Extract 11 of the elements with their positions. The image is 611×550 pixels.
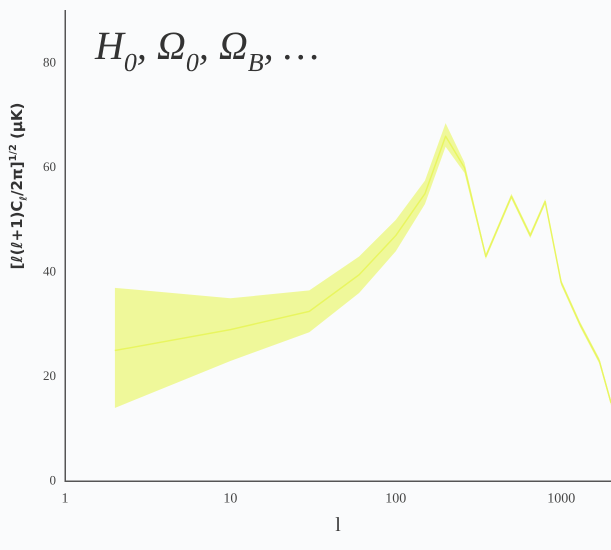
y-axis-title: [ℓ(ℓ+1)Cℓ/2π]1/2 (μK) — [8, 102, 30, 270]
y-tick-label: 80 — [43, 54, 56, 70]
x-tick-label: 1 — [62, 491, 68, 506]
x-tick-label: 100 — [385, 491, 406, 506]
x-tick-label: 1000 — [547, 491, 576, 506]
x-axis-title: l — [335, 514, 342, 536]
y-tick-label: 60 — [43, 159, 56, 174]
y-tick-label: 0 — [50, 472, 56, 488]
x-tick-label: 10 — [223, 491, 238, 506]
y-tick-label: 20 — [43, 368, 56, 384]
y-tick-label: 40 — [43, 264, 56, 279]
